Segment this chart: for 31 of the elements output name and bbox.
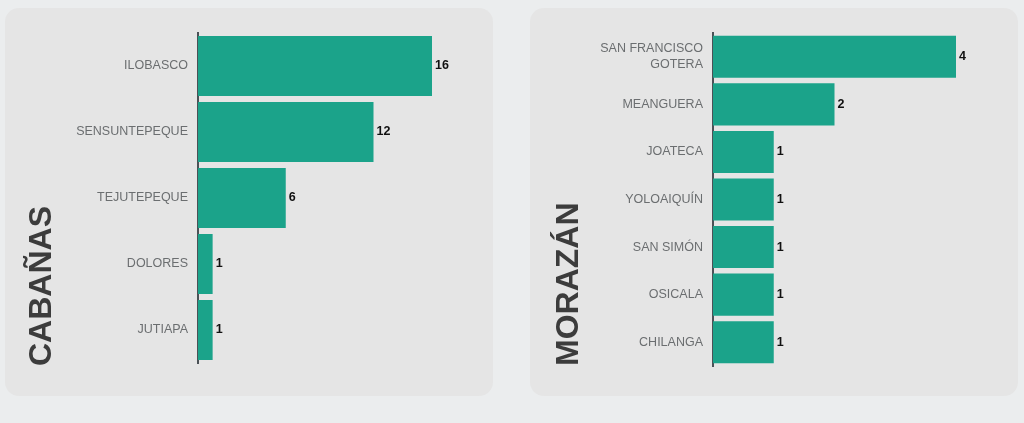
data-label: 1 [215, 322, 223, 337]
bar [198, 233, 213, 295]
y-tick-label: SAN FRANCISCO GOTERA [600, 41, 704, 72]
data-label: 6 [288, 190, 296, 205]
y-tick-label: DOLORES [126, 256, 188, 271]
data-label: 1 [776, 287, 784, 302]
data-label: 1 [776, 239, 784, 254]
bar [198, 299, 213, 361]
y-tick-label: JOATECA [646, 144, 704, 159]
bar [198, 35, 432, 97]
y-tick-label: YOLOAIQUÍN [625, 190, 703, 206]
y-tick-label: OSICALA [648, 287, 704, 302]
text: MORAZÁN [549, 202, 585, 366]
bar [198, 101, 374, 163]
y-tick-label: TEJUTEPEQUE [97, 190, 188, 205]
text: CABAÑAS [22, 206, 58, 366]
data-label: 2 [837, 96, 845, 111]
y-tick-label: SENSUNTEPEQUE [76, 124, 188, 139]
y-tick-label: MEANGUERA [622, 96, 704, 111]
data-label: 4 [959, 49, 966, 64]
y-tick-label: CHILANGA [639, 334, 704, 349]
y-tick-label: JUTIAPA [137, 322, 189, 337]
data-label: 1 [215, 256, 223, 271]
y-tick-label: SAN SIMÓN [632, 238, 703, 254]
data-label: 12 [376, 124, 391, 139]
data-label: 16 [435, 58, 449, 73]
data-label: 1 [776, 191, 784, 206]
data-label: 1 [776, 144, 784, 159]
y-tick-label: ILOBASCO [124, 58, 189, 73]
bar [198, 167, 286, 229]
data-label: 1 [776, 334, 784, 349]
